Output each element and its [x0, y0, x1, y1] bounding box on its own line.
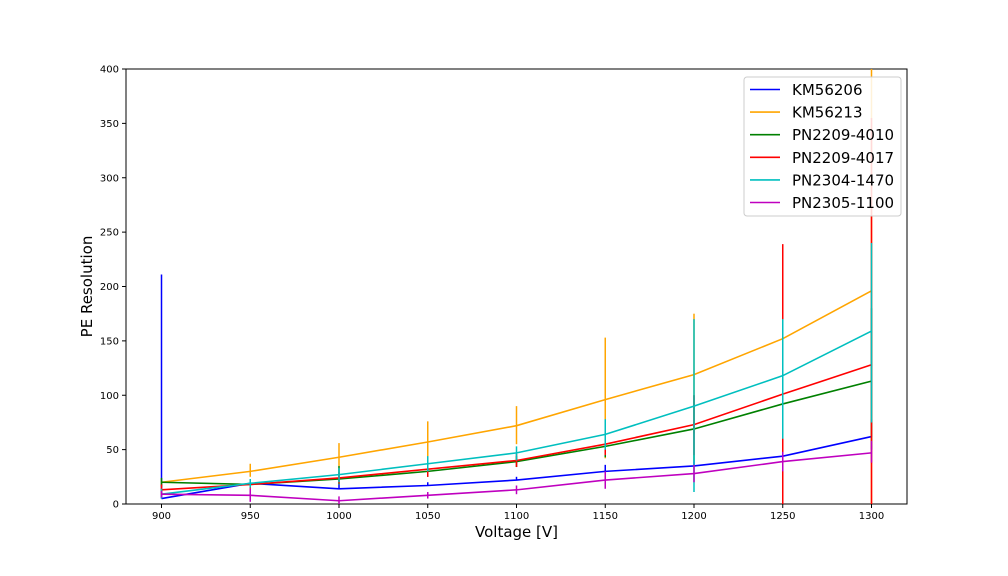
- y-tick-label: 0: [113, 500, 119, 511]
- plot-area: 900 950 1000 1050 1100 1150 1200 1250 1300 0 50 10…: [100, 65, 908, 522]
- y-tick-label: 100: [100, 391, 119, 402]
- y-tick-label: 200: [100, 282, 119, 293]
- y-tick-label: 50: [106, 445, 119, 456]
- x-axis-label: Voltage [V]: [475, 523, 558, 541]
- series-line: [161, 290, 872, 484]
- y-axis-label: PE Resolution: [78, 236, 96, 338]
- x-tick-label: 1000: [326, 511, 351, 522]
- y-tick-label: 150: [100, 336, 119, 347]
- series-line: [161, 330, 872, 496]
- legend-label: PN2305-1100: [792, 194, 894, 212]
- legend-label: PN2209-4010: [792, 126, 894, 144]
- y-tick-label: 250: [100, 228, 119, 239]
- y-axis-ticks: 0 50 100 150 200 250 300 350 400: [100, 65, 126, 511]
- series-pn2305-1100: [160, 440, 873, 504]
- legend-label: KM56206: [792, 81, 863, 99]
- y-tick-label: 400: [100, 65, 119, 76]
- x-tick-label: 1250: [770, 511, 795, 522]
- x-tick-label: 950: [241, 511, 260, 522]
- series-line: [161, 452, 872, 502]
- y-tick-label: 350: [100, 119, 119, 130]
- x-tick-label: 1200: [681, 511, 706, 522]
- x-tick-label: 1150: [593, 511, 618, 522]
- x-tick-label: 1300: [859, 511, 884, 522]
- legend-box: [743, 76, 902, 217]
- x-tick-label: 1050: [415, 511, 440, 522]
- legend-label: PN2304-1470: [792, 171, 894, 189]
- series-pn2304-1470: [160, 243, 873, 499]
- x-axis-ticks: 900 950 1000 1050 1100 1150 1200 1250 1300: [152, 504, 884, 522]
- legend-label: KM56213: [792, 104, 863, 122]
- y-tick-label: 300: [100, 173, 119, 184]
- series-line: [161, 435, 872, 500]
- legend: KM56206 KM56213 PN2209-4010 PN2209-4017 PN23…: [743, 76, 902, 217]
- series-layer: [160, 69, 873, 504]
- x-tick-label: 900: [152, 511, 171, 522]
- x-tick-label: 1100: [504, 511, 529, 522]
- legend-label: PN2209-4017: [792, 149, 894, 167]
